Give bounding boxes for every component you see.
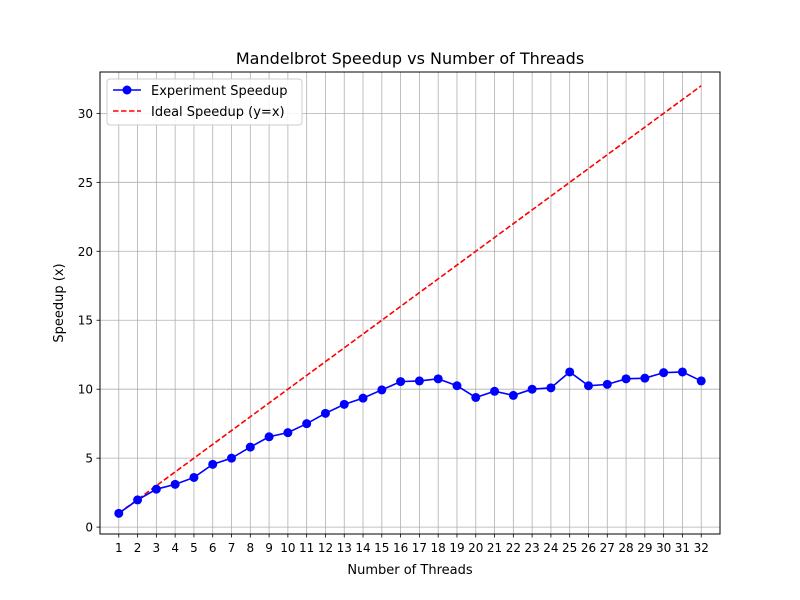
data-point-experiment xyxy=(302,419,312,429)
x-tick-label: 10 xyxy=(280,541,295,555)
y-tick-label: 30 xyxy=(78,107,93,121)
y-tick-label: 5 xyxy=(85,452,93,466)
data-point-experiment xyxy=(133,495,143,505)
data-point-experiment xyxy=(114,508,124,518)
x-tick-label: 21 xyxy=(487,541,502,555)
data-point-experiment xyxy=(696,376,706,386)
x-tick-label: 1 xyxy=(115,541,123,555)
data-point-experiment xyxy=(283,428,293,438)
data-point-experiment xyxy=(659,368,669,378)
x-tick-label: 31 xyxy=(675,541,690,555)
data-point-experiment xyxy=(565,367,575,377)
legend-entry-ideal: Ideal Speedup (y=x) xyxy=(113,105,285,120)
data-point-experiment xyxy=(602,379,612,389)
grid-layer xyxy=(100,72,720,534)
x-tick-label: 26 xyxy=(581,541,596,555)
legend-swatch-experiment-marker xyxy=(122,85,132,95)
x-axis-label: Number of Threads xyxy=(347,563,472,578)
chart-title: Mandelbrot Speedup vs Number of Threads xyxy=(236,49,584,68)
legend-label-ideal: Ideal Speedup (y=x) xyxy=(151,105,285,120)
y-tick-label: 15 xyxy=(78,314,93,328)
x-tick-label: 19 xyxy=(449,541,464,555)
x-tick-label: 32 xyxy=(694,541,709,555)
data-point-experiment xyxy=(339,399,349,409)
plot-frame xyxy=(99,71,721,535)
data-point-experiment xyxy=(151,484,161,494)
y-tick-label: 20 xyxy=(78,245,93,259)
data-point-experiment xyxy=(621,374,631,384)
data-point-experiment xyxy=(433,374,443,384)
data-point-experiment xyxy=(396,377,406,387)
x-tick-label: 27 xyxy=(600,541,615,555)
y-tick-label: 0 xyxy=(85,521,93,535)
x-tick-label: 23 xyxy=(524,541,539,555)
x-tick-label: 17 xyxy=(412,541,427,555)
x-tick-label: 18 xyxy=(431,541,446,555)
series-layer xyxy=(114,85,706,518)
x-tick-label: 6 xyxy=(209,541,217,555)
data-point-experiment xyxy=(508,390,518,400)
data-point-experiment xyxy=(377,385,387,395)
x-tick-label: 16 xyxy=(393,541,408,555)
x-tick-label: 20 xyxy=(468,541,483,555)
data-point-experiment xyxy=(640,373,650,383)
x-tick-label: 29 xyxy=(637,541,652,555)
x-tick-label: 28 xyxy=(618,541,633,555)
x-tick-label: 13 xyxy=(337,541,352,555)
data-point-experiment xyxy=(471,392,481,402)
y-tick-label: 25 xyxy=(78,176,93,190)
data-point-experiment xyxy=(358,393,368,403)
x-tick-label: 8 xyxy=(246,541,254,555)
legend-entry-experiment: Experiment Speedup xyxy=(113,84,288,99)
legend: Experiment Speedup Ideal Speedup (y=x) xyxy=(106,78,303,126)
legend-label-experiment: Experiment Speedup xyxy=(151,84,288,99)
x-tick-label: 14 xyxy=(355,541,370,555)
data-point-experiment xyxy=(490,386,500,396)
data-point-experiment xyxy=(245,442,255,452)
x-tick-label: 24 xyxy=(543,541,558,555)
x-tick-label: 2 xyxy=(134,541,142,555)
ticks-layer: 1 2 3 4 5 6 7 8 9 10 11 12 13 14 15 16 17 18 19 20 21 22 23 24 2… xyxy=(78,107,709,555)
data-point-experiment xyxy=(227,453,237,463)
x-tick-label: 5 xyxy=(190,541,198,555)
data-point-experiment xyxy=(189,472,199,482)
data-point-experiment xyxy=(170,479,180,489)
data-point-experiment xyxy=(208,459,218,469)
series-line-ideal-speedup xyxy=(118,85,702,514)
legend-box xyxy=(106,78,303,126)
x-tick-label: 4 xyxy=(171,541,179,555)
x-tick-label: 30 xyxy=(656,541,671,555)
y-tick-label: 10 xyxy=(78,383,93,397)
data-point-experiment xyxy=(583,381,593,391)
data-point-experiment xyxy=(264,432,274,442)
data-point-experiment xyxy=(527,384,537,394)
x-tick-label: 11 xyxy=(299,541,314,555)
x-tick-label: 7 xyxy=(228,541,236,555)
x-tick-label: 25 xyxy=(562,541,577,555)
data-point-experiment xyxy=(414,376,424,386)
x-tick-label: 12 xyxy=(318,541,333,555)
x-tick-label: 15 xyxy=(374,541,389,555)
x-tick-label: 3 xyxy=(153,541,161,555)
data-point-experiment xyxy=(452,381,462,391)
x-tick-label: 9 xyxy=(265,541,273,555)
data-point-experiment xyxy=(546,383,556,393)
y-axis-label: Speedup (x) xyxy=(52,263,67,342)
x-tick-label: 22 xyxy=(506,541,521,555)
data-point-experiment xyxy=(677,367,687,377)
data-point-experiment xyxy=(320,408,330,418)
